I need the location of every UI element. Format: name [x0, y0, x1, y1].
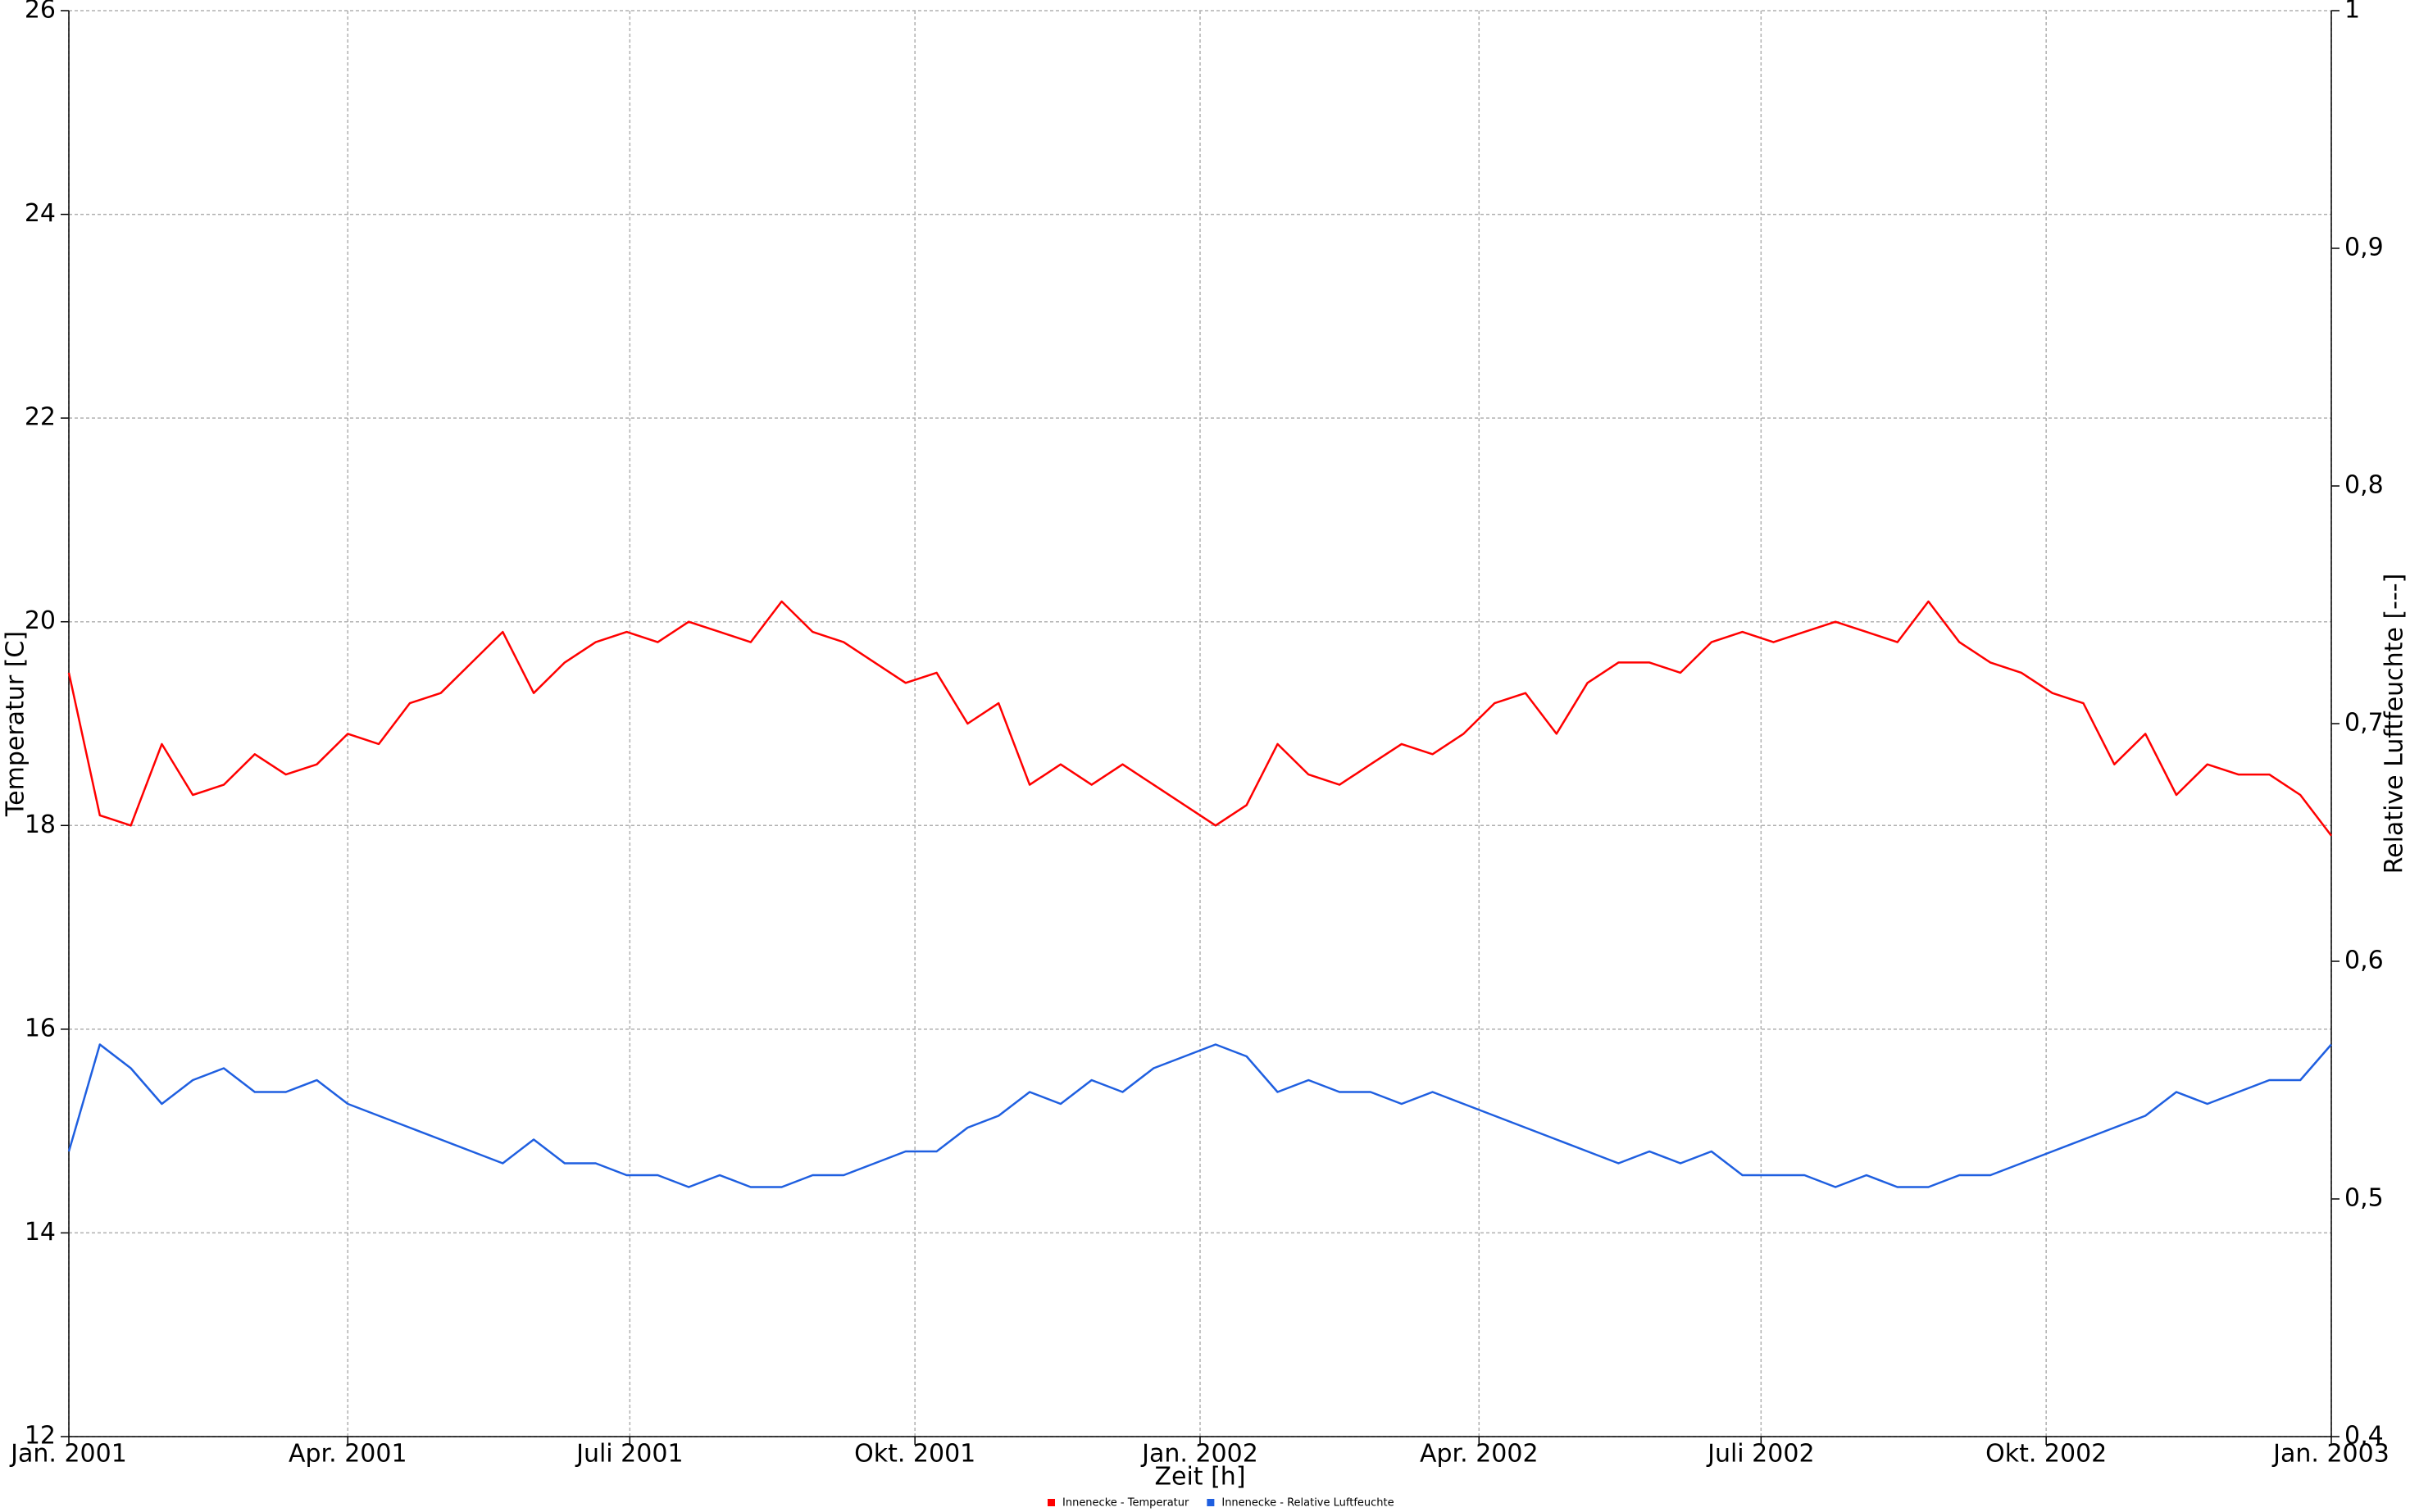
x-tick-label: Jan. 2001 — [9, 1440, 127, 1469]
x-axis-title: Zeit [h] — [1154, 1463, 1245, 1492]
legend-swatch — [1207, 1499, 1215, 1506]
y2-tick-label: 0,9 — [2344, 234, 2384, 262]
x-tick-label: Juli 2002 — [1706, 1440, 1814, 1469]
data-line — [67, 1043, 2332, 1188]
x-tick-label: Jan. 2002 — [1140, 1440, 1258, 1469]
y-tick-label: 14 — [25, 1218, 56, 1246]
x-tick-label: Okt. 2002 — [1985, 1440, 2107, 1469]
y-tick-label: 22 — [25, 403, 56, 432]
y2-axis-title: Relative Luftfeuchte [---] — [2380, 574, 2409, 874]
y-tick-label: 24 — [25, 199, 56, 228]
y-axis-title: Temperatur [C] — [2, 631, 30, 817]
x-tick-label: Okt. 2001 — [854, 1440, 975, 1469]
legend-label: Innenecke - Relative Luftfeuchte — [1221, 1497, 1394, 1510]
y-tick-label: 16 — [25, 1014, 56, 1042]
data-line — [67, 600, 2332, 837]
y2-tick-label: 0,4 — [2344, 1422, 2384, 1451]
y-tick-label: 18 — [25, 810, 56, 839]
y-tick-label: 20 — [25, 606, 56, 635]
y2-tick-label: 1 — [2344, 0, 2360, 25]
x-tick-label: Juli 2001 — [575, 1440, 683, 1469]
y2-tick-label: 0,7 — [2344, 709, 2384, 738]
legend-swatch — [1048, 1499, 1055, 1506]
x-tick-label: Jan. 2003 — [2271, 1440, 2390, 1469]
y2-tick-label: 0,5 — [2344, 1184, 2384, 1213]
y-tick-label: 12 — [25, 1422, 56, 1451]
x-tick-label: Apr. 2002 — [1420, 1440, 1539, 1469]
y2-tick-label: 0,8 — [2344, 471, 2384, 500]
y-tick-label: 26 — [25, 0, 56, 25]
x-tick-label: Apr. 2001 — [289, 1440, 407, 1469]
y2-tick-label: 0,6 — [2344, 947, 2384, 975]
legend-label: Innenecke - Temperatur — [1062, 1497, 1189, 1510]
